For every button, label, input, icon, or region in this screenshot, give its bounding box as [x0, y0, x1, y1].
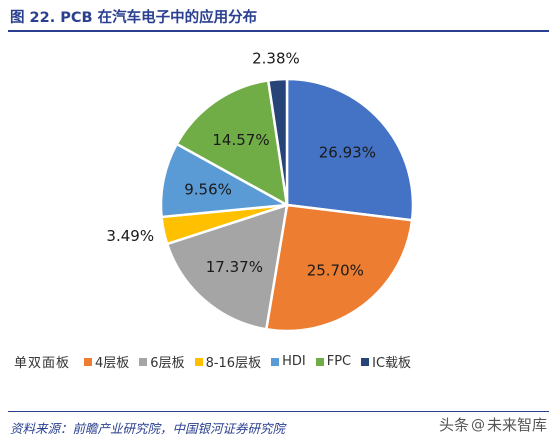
pie-slice — [165, 203, 289, 331]
legend-item: FPC — [315, 354, 352, 369]
legend-label: 6层板 — [150, 356, 185, 371]
data-label: 2.38% — [252, 49, 300, 67]
data-label: 25.70% — [307, 262, 364, 280]
watermark-prefix: 头条 — [438, 416, 469, 434]
data-label: 3.49% — [106, 227, 154, 245]
legend-title: 单双面板 — [14, 356, 71, 371]
legend-swatch — [139, 357, 148, 366]
legend-label: HDI — [282, 354, 306, 369]
title-divider — [8, 30, 549, 32]
legend-label: IC载板 — [372, 356, 412, 371]
legend: 单双面板 4层板 6层板 8-16层板 HDI FPC IC载板 — [14, 352, 547, 371]
legend-swatch — [361, 357, 370, 366]
pie-slice — [266, 77, 289, 206]
legend-swatch — [84, 357, 93, 366]
legend-item: 8-16层板 — [194, 352, 262, 371]
data-label: 26.93% — [319, 144, 376, 162]
data-label: 17.37% — [206, 258, 263, 276]
legend-swatch — [271, 357, 280, 366]
pie-slice — [264, 203, 414, 333]
footer-divider — [8, 411, 549, 412]
pie-slice — [175, 78, 289, 208]
legend-item: HDI — [271, 354, 306, 369]
legend-item: 6层板 — [139, 352, 185, 371]
legend-swatch — [194, 357, 203, 366]
watermark-name: 未来智库 — [486, 416, 547, 434]
data-label: 14.57% — [212, 131, 269, 149]
watermark: 头条 @ 未来智库 — [439, 414, 547, 435]
chart-title: 图 22. PCB 在汽车电子中的应用分布 — [10, 10, 258, 26]
at-icon: @ — [470, 416, 485, 433]
legend-item: 4层板 — [84, 352, 129, 371]
legend-label: 8-16层板 — [205, 356, 262, 371]
pie-slice — [159, 142, 292, 219]
data-label: 9.56% — [184, 181, 232, 199]
legend-swatch — [315, 357, 324, 366]
pie-slice — [285, 77, 415, 222]
legend-item: IC载板 — [361, 352, 411, 371]
legend-label: FPC — [326, 354, 352, 369]
legend-label: 4层板 — [95, 356, 130, 371]
source-note: 资料来源：前瞻产业研究院，中国银河证券研究院 — [10, 421, 286, 436]
